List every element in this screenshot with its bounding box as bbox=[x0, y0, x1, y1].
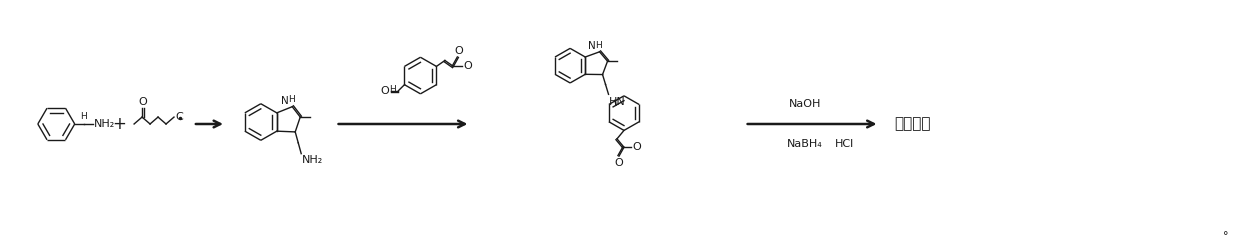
Text: H: H bbox=[289, 95, 295, 104]
Text: N: N bbox=[281, 96, 289, 106]
Text: 帕比司他: 帕比司他 bbox=[894, 117, 931, 131]
Text: NH₂: NH₂ bbox=[94, 119, 115, 129]
Text: HCl: HCl bbox=[835, 139, 854, 149]
Text: NaOH: NaOH bbox=[789, 99, 821, 109]
Text: HN: HN bbox=[609, 97, 626, 107]
Text: NH₂: NH₂ bbox=[301, 155, 322, 165]
Text: °: ° bbox=[1223, 231, 1229, 241]
Text: O: O bbox=[464, 62, 472, 71]
Text: +: + bbox=[112, 115, 126, 133]
Text: NaBH₄: NaBH₄ bbox=[786, 139, 822, 149]
Text: N: N bbox=[588, 41, 595, 51]
Text: H: H bbox=[81, 112, 87, 121]
Text: O: O bbox=[615, 158, 624, 168]
Text: C: C bbox=[175, 112, 182, 122]
Text: O: O bbox=[455, 46, 464, 56]
Text: O: O bbox=[632, 142, 641, 152]
Text: H: H bbox=[388, 85, 396, 94]
Text: O: O bbox=[139, 97, 148, 107]
Text: H: H bbox=[595, 41, 601, 50]
Text: O: O bbox=[381, 86, 389, 96]
